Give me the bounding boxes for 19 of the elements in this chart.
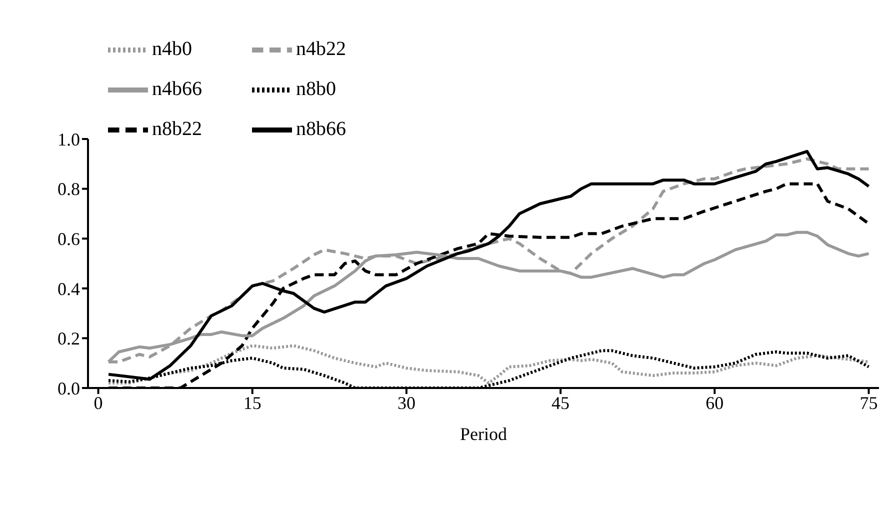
y-tick-label: 0.6 [58, 228, 80, 249]
legend-label: n8b66 [296, 116, 347, 142]
x-axis-title: Period [460, 424, 507, 444]
y-tick-label: 0.2 [58, 328, 80, 349]
legend-label: n8b22 [152, 116, 203, 142]
x-tick-label: 60 [706, 392, 724, 413]
y-tick-label: 0.4 [58, 278, 80, 299]
x-tick-label: 75 [860, 392, 878, 413]
legend-label: n4b66 [152, 76, 203, 102]
x-tick-label: 30 [397, 392, 416, 413]
y-tick-label: 1.0 [58, 129, 80, 150]
legend-label: n4b0 [152, 36, 193, 62]
legend-label: n8b0 [296, 76, 337, 102]
x-tick-label: 45 [552, 392, 570, 413]
legend-label: n4b22 [296, 36, 347, 62]
x-tick-label: 0 [94, 392, 103, 413]
y-tick-label: 0.0 [58, 378, 80, 398]
y-tick-label: 0.8 [58, 179, 80, 200]
x-tick-label: 15 [243, 392, 262, 413]
